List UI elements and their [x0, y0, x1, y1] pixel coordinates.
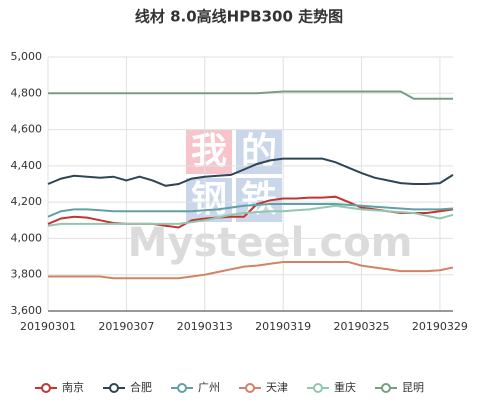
legend-label: 重庆 [334, 380, 356, 394]
watermark: 我的钢 铁Mysteel.com [128, 130, 412, 266]
y-tick-label: 4,400 [11, 159, 43, 172]
logo-char: 我 [191, 131, 227, 172]
legend-marker [381, 383, 391, 393]
legend-label: 天津 [266, 381, 288, 394]
y-tick-label: 4,800 [11, 86, 43, 99]
x-tick-label: 20190313 [177, 320, 233, 333]
legend-label: 昆明 [402, 381, 424, 394]
legend-marker [177, 383, 187, 393]
chart-title: 线材 8.0高线HPB300 走势图 [135, 8, 343, 26]
series-line [48, 261, 454, 280]
y-tick-label: 3,800 [11, 268, 43, 281]
y-tick-label: 4,200 [11, 195, 43, 208]
y-tick-label: 4,000 [11, 231, 43, 244]
series-line [47, 203, 454, 218]
logo-box [186, 130, 232, 174]
x-tick-label: 20190329 [412, 320, 468, 333]
logo-box [186, 178, 232, 222]
x-tick-label: 20190319 [255, 320, 311, 333]
legend-marker [245, 383, 255, 393]
y-tick-label: 3,600 [11, 304, 43, 317]
legend-marker [313, 383, 323, 393]
legend-label: 南京 [62, 380, 84, 394]
legend-marker [41, 383, 51, 393]
y-tick-label: 5,000 [11, 50, 43, 63]
x-tick-label: 20190307 [98, 320, 154, 333]
legend-marker [109, 383, 119, 393]
y-tick-label: 4,600 [11, 123, 43, 136]
x-tick-label: 20190325 [334, 320, 390, 333]
logo-box [236, 130, 282, 174]
x-tick-label: 20190301 [20, 320, 76, 333]
logo-char: 的 [241, 131, 277, 172]
legend-label: 广州 [198, 381, 220, 394]
series-line [47, 204, 454, 227]
series-line [48, 90, 453, 100]
logo-char: 钢 [191, 179, 227, 220]
legend-label: 合肥 [130, 380, 152, 394]
series-line [47, 157, 454, 187]
